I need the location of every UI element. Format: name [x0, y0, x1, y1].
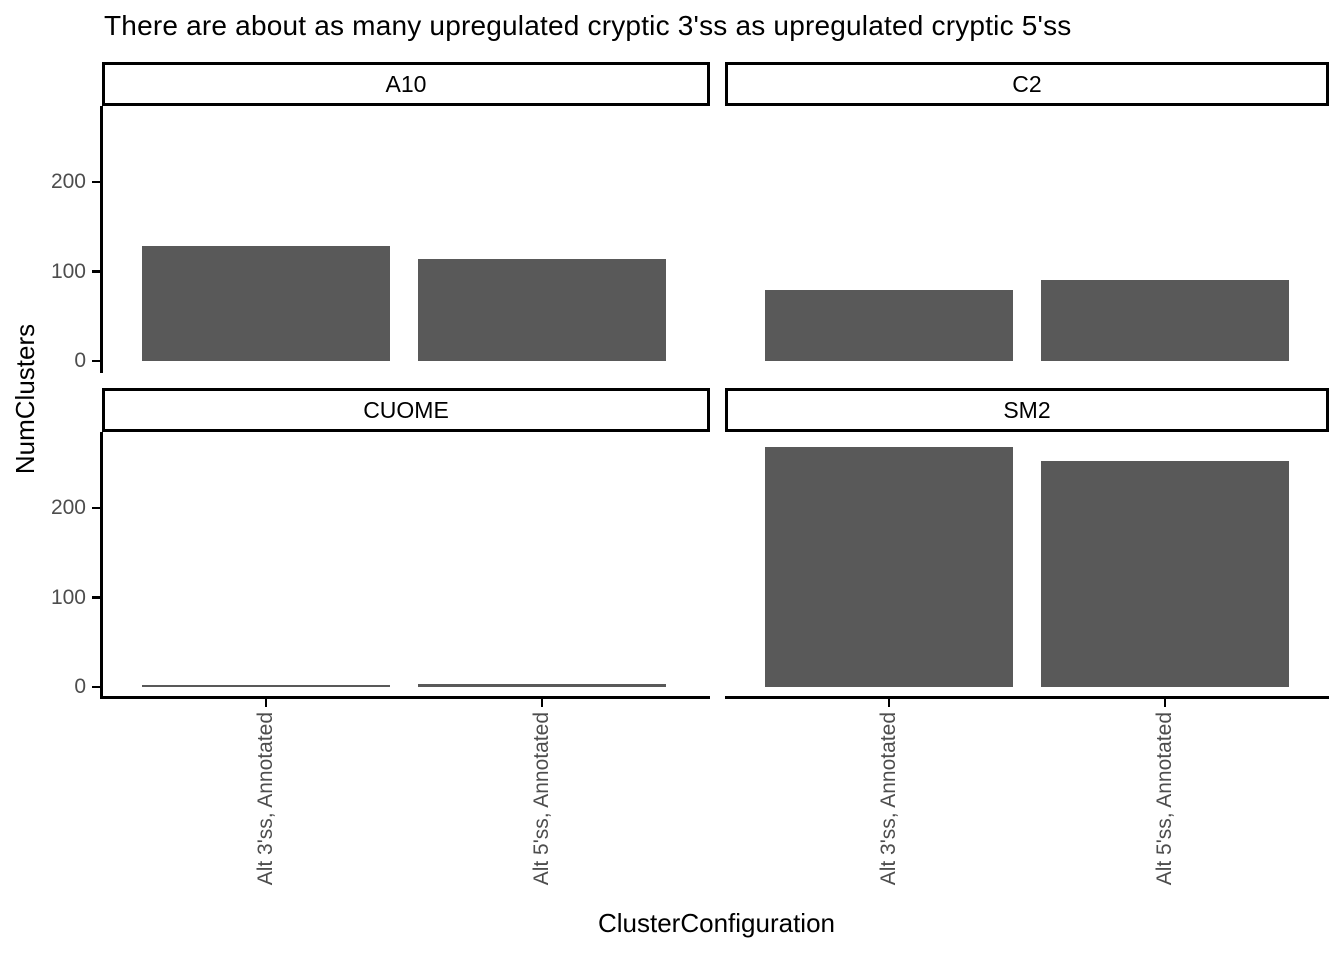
facet-strip-label: C2 — [1012, 70, 1042, 97]
bar-a10-alt5ss — [418, 258, 666, 361]
y-axis-title: NumClusters — [10, 323, 40, 475]
y-axis-tick-label: 100 — [50, 585, 86, 609]
bar-cuome-alt3ss — [142, 685, 390, 687]
y-axis-tick — [92, 359, 100, 363]
y-axis-line — [100, 106, 103, 373]
y-axis-tick-label: 0 — [74, 349, 86, 372]
x-axis-tick — [1163, 699, 1167, 707]
x-axis-tick-label: Alt 3'ss, Annotated — [877, 712, 900, 886]
y-axis-tick — [92, 270, 100, 273]
chart-title: There are about as many upregulated cryp… — [104, 10, 1072, 41]
x-axis-title: ClusterConfiguration — [597, 908, 835, 938]
bar-sm2-alt5ss — [1041, 460, 1289, 687]
y-axis-tick-label: 0 — [74, 675, 86, 698]
y-axis-tick — [92, 685, 100, 689]
y-axis-tick-label: 200 — [50, 170, 86, 193]
bar-c2-alt3ss — [765, 290, 1013, 361]
y-axis-line — [100, 432, 103, 699]
facet-strip: A10 — [102, 62, 710, 106]
bar-cuome-alt5ss — [418, 684, 666, 687]
y-axis-tick — [92, 596, 100, 599]
x-axis-tick — [540, 699, 544, 707]
facet-strip-label: A10 — [385, 70, 427, 97]
x-axis-tick — [887, 699, 891, 707]
bar-sm2-alt3ss — [765, 447, 1013, 687]
x-axis-line — [725, 696, 1329, 699]
y-axis-tick — [92, 180, 100, 184]
facet-strip: CUOME — [102, 388, 710, 432]
y-axis-tick-label: 200 — [50, 496, 86, 519]
y-axis-tick-label: 100 — [50, 259, 86, 283]
x-axis-tick-label: Alt 3'ss, Annotated — [254, 712, 277, 886]
x-axis-line — [102, 696, 710, 699]
facet-strip: C2 — [725, 62, 1329, 106]
facet-strip-label: SM2 — [1003, 396, 1051, 423]
x-axis-tick-label: Alt 5'ss, Annotated — [530, 712, 553, 886]
y-axis-tick — [92, 506, 100, 510]
facet-strip: SM2 — [725, 388, 1329, 432]
bar-a10-alt3ss — [142, 245, 390, 361]
x-axis-tick — [264, 699, 268, 707]
facet-panel — [102, 432, 710, 699]
x-axis-tick-label: Alt 5'ss, Annotated — [1153, 712, 1176, 886]
facet-strip-label: CUOME — [363, 396, 449, 423]
bar-c2-alt5ss — [1041, 280, 1289, 361]
